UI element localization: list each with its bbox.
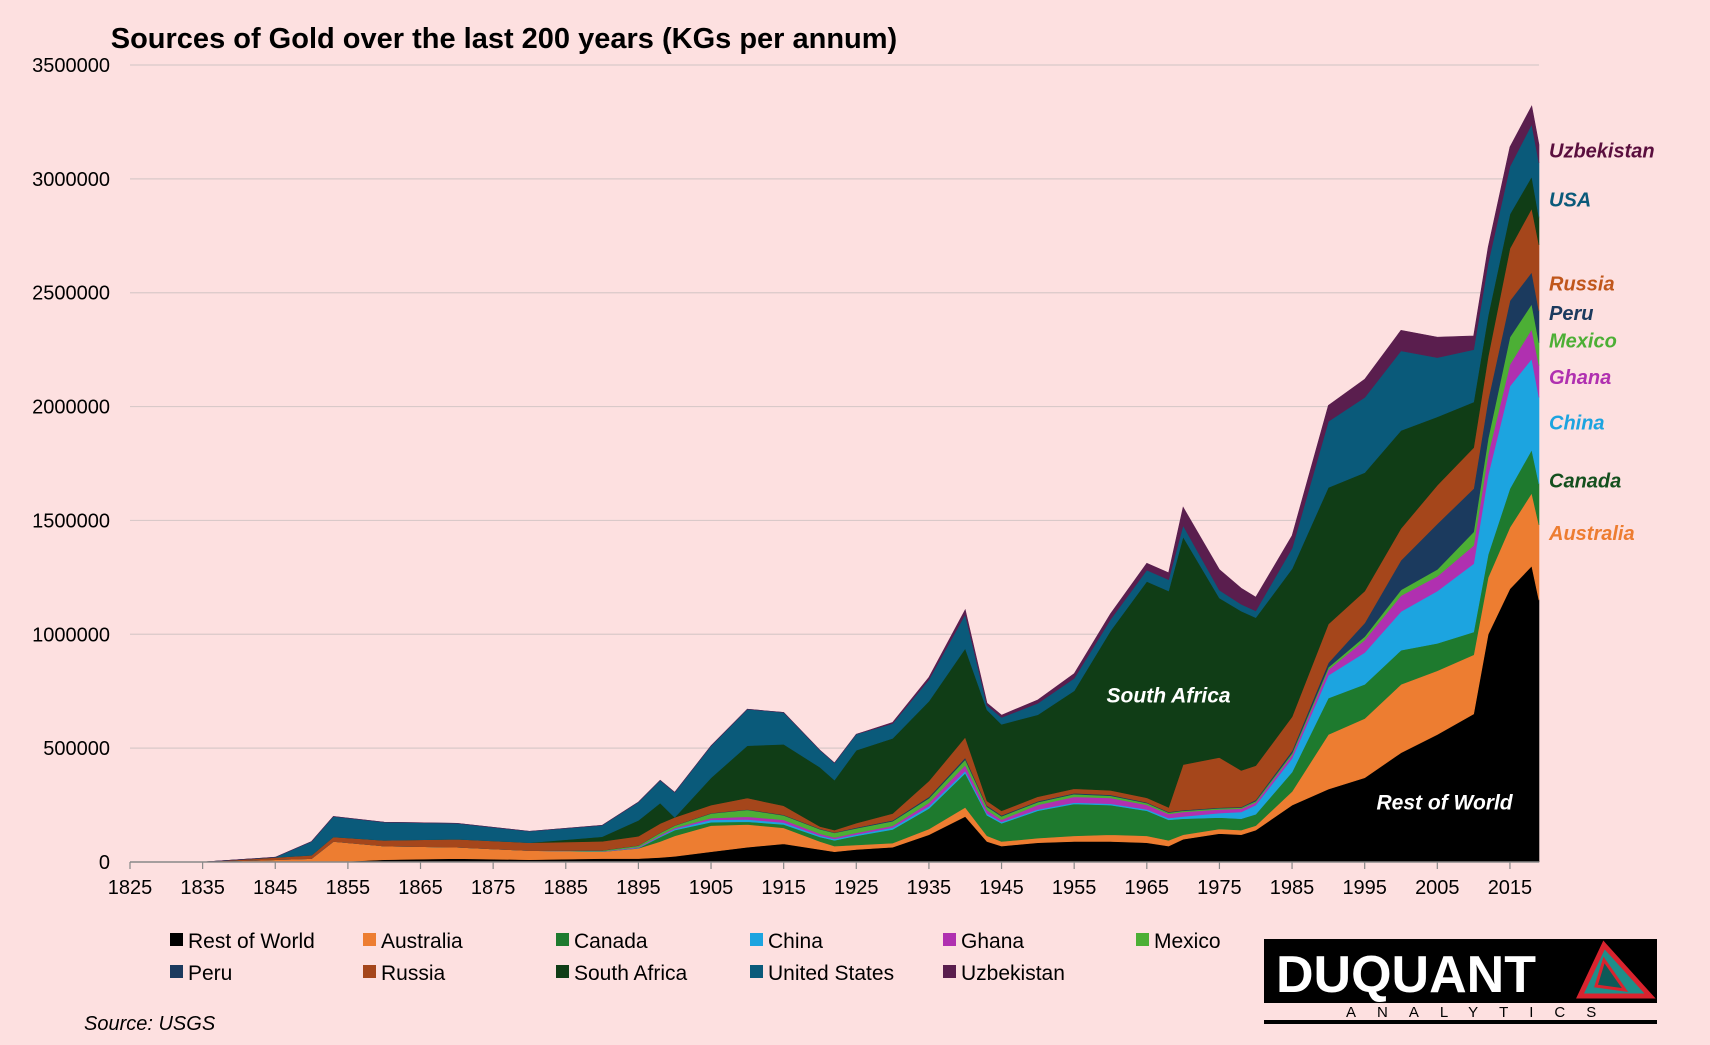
- legend-swatch: [943, 933, 956, 946]
- legend-item: Rest of World: [170, 930, 315, 953]
- x-tick-label: 1965: [1125, 877, 1170, 899]
- legend: Rest of World Australia Canada China Ghana Me…: [170, 930, 1221, 985]
- legend-item: Mexico: [1136, 930, 1221, 953]
- legend-swatch: [363, 965, 376, 978]
- annotations: South Africa Rest of World: [1107, 685, 1514, 815]
- series-label-canada: Canada: [1549, 471, 1621, 493]
- x-tick-label: 1995: [1342, 877, 1387, 899]
- annotation-south-africa: South Africa: [1107, 685, 1231, 708]
- y-tick-label: 2000000: [32, 397, 110, 419]
- legend-label: Australia: [381, 930, 463, 953]
- area-series: [130, 105, 1540, 863]
- legend-label: South Africa: [574, 962, 688, 985]
- legend-swatch: [170, 933, 183, 946]
- legend-label: China: [768, 930, 823, 953]
- legend-swatch: [750, 933, 763, 946]
- x-tick-label: 1855: [326, 877, 371, 899]
- legend-label: United States: [768, 962, 894, 985]
- x-tick-label: 1825: [108, 877, 153, 899]
- series-label-china: China: [1549, 413, 1605, 435]
- x-tick-label: 1895: [616, 877, 661, 899]
- legend-item: Peru: [170, 962, 232, 985]
- annotation-rest-of-world: Rest of World: [1377, 792, 1514, 815]
- series-label-australia: Australia: [1548, 523, 1635, 545]
- x-tick-label: 1865: [398, 877, 443, 899]
- x-tick-label: 1875: [471, 877, 516, 899]
- legend-item: Australia: [363, 930, 463, 953]
- x-tick-label: 1845: [253, 877, 298, 899]
- x-tick-label: 1885: [544, 877, 589, 899]
- y-tick-label: 1500000: [32, 510, 110, 532]
- legend-label: Ghana: [961, 930, 1024, 953]
- x-tick-label: 1905: [689, 877, 734, 899]
- y-tick-label: 3500000: [32, 55, 110, 77]
- legend-label: Russia: [381, 962, 446, 985]
- y-tick-label: 3000000: [32, 169, 110, 191]
- series-labels: Uzbekistan USA Russia Peru Mexico Ghana China C…: [1548, 140, 1655, 545]
- x-tick-label: 1985: [1270, 877, 1315, 899]
- logo-mark-icon: [1576, 940, 1656, 999]
- source-note: Source: USGS: [84, 1013, 216, 1035]
- legend-item: Russia: [363, 962, 446, 985]
- series-label-peru: Peru: [1549, 303, 1593, 325]
- legend-swatch: [556, 933, 569, 946]
- x-tick-label: 1915: [761, 877, 806, 899]
- series-label-united-states: USA: [1549, 189, 1591, 211]
- series-label-ghana: Ghana: [1549, 367, 1611, 389]
- legend-swatch: [170, 965, 183, 978]
- legend-label: Canada: [574, 930, 648, 953]
- legend-swatch: [556, 965, 569, 978]
- series-label-uzbekistan: Uzbekistan: [1549, 140, 1655, 162]
- x-tick-label: 1945: [979, 877, 1024, 899]
- x-tick-label: 1955: [1052, 877, 1097, 899]
- legend-swatch: [363, 933, 376, 946]
- x-tick-label: 2005: [1415, 877, 1460, 899]
- legend-item: Canada: [556, 930, 648, 953]
- x-tick-label: 2015: [1488, 877, 1533, 899]
- legend-item: Uzbekistan: [943, 962, 1065, 985]
- y-tick-label: 500000: [43, 738, 110, 760]
- legend-item: United States: [750, 962, 894, 985]
- legend-swatch: [943, 965, 956, 978]
- legend-swatch: [750, 965, 763, 978]
- axes: 1825 1835 1845 1855 1865 1875 1885 1895 1905 1915…: [32, 55, 1539, 899]
- x-tick-label: 1835: [180, 877, 225, 899]
- x-tick-label: 1925: [834, 877, 879, 899]
- chart-title: Sources of Gold over the last 200 years …: [111, 23, 897, 55]
- legend-swatch: [1136, 933, 1149, 946]
- series-label-mexico: Mexico: [1549, 331, 1617, 353]
- x-tick-label: 1975: [1197, 877, 1242, 899]
- y-tick-label: 0: [99, 852, 110, 874]
- duquant-logo: DUQUANT ANALYTICS: [1264, 939, 1657, 1024]
- logo-subtitle: ANALYTICS: [1346, 1004, 1617, 1021]
- logo-underline: [1264, 1020, 1657, 1024]
- y-tick-label: 1000000: [32, 624, 110, 646]
- gridlines: [130, 64, 1539, 749]
- legend-label: Uzbekistan: [961, 962, 1065, 985]
- legend-label: Peru: [188, 962, 232, 985]
- logo-wordmark: DUQUANT: [1276, 946, 1536, 1004]
- legend-item: China: [750, 930, 823, 953]
- y-tick-label: 2500000: [32, 283, 110, 305]
- x-tick-label: 1935: [907, 877, 952, 899]
- area-uzbekistan: [130, 105, 1540, 863]
- legend-label: Mexico: [1154, 930, 1221, 953]
- legend-item: South Africa: [556, 962, 688, 985]
- series-label-russia: Russia: [1549, 274, 1615, 296]
- legend-label: Rest of World: [188, 930, 315, 953]
- legend-item: Ghana: [943, 930, 1024, 953]
